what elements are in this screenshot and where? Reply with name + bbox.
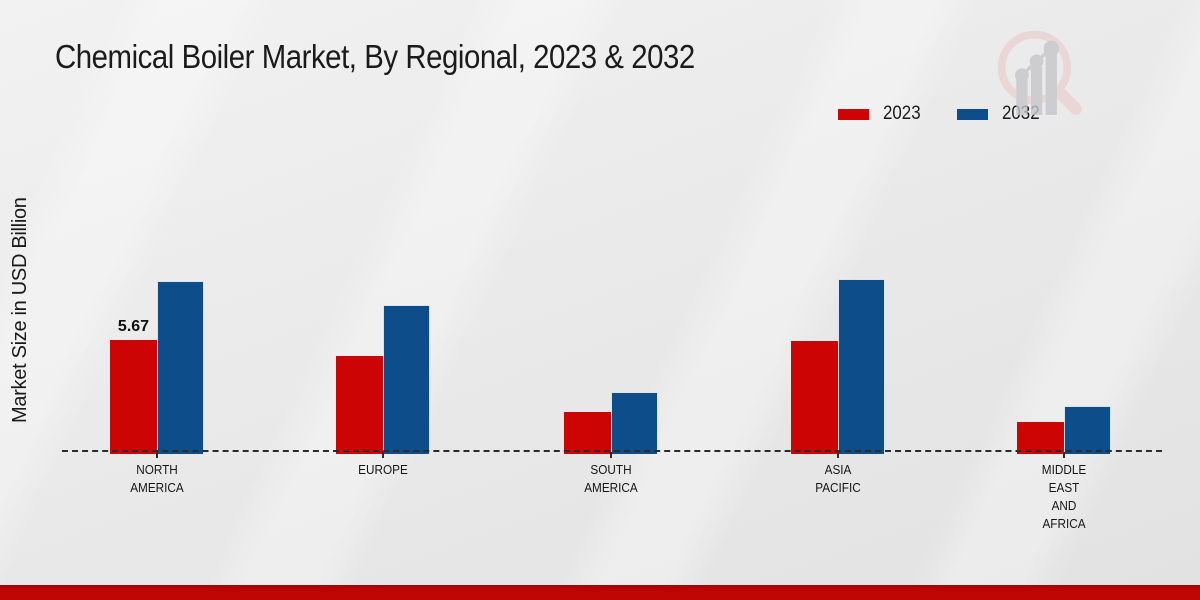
logo-trend-line [1020,47,1053,77]
legend-item-2023: 2023 [838,103,925,125]
bar-2023-asia-pacific [791,341,838,454]
x-axis-label-middle-east-and-africa: MIDDLE EAST AND AFRICA [1041,463,1087,531]
x-axis-label-south-america: SOUTH AMERICA [584,463,638,495]
x-axis-tick-middle-east-and-africa [1063,452,1065,458]
legend-swatch-2023 [838,108,869,120]
x-axis-label-north-america: NORTH AMERICA [130,463,184,495]
bar-2032-europe [383,305,430,454]
bar-2032-asia-pacific [838,279,885,454]
bar-2023-south-america [564,412,611,454]
chart-title-text: Chemical Boiler Market, By Regional, 202… [55,38,695,75]
bar-2023-north-america [110,340,157,454]
x-axis-label-europe: EUROPE [358,463,408,477]
x-axis-tick-asia-pacific [837,452,839,458]
x-axis-label-asia-pacific: ASIA PACIFIC [815,463,861,495]
magnifier-handle [1053,86,1082,115]
legend-swatch-2032 [957,108,988,120]
x-axis-baseline [62,450,1162,452]
chart-title: Chemical Boiler Market, By Regional, 202… [55,38,774,76]
legend-label-2023: 2023 [883,103,921,124]
bar-2023-europe [336,356,383,454]
bar-2023-middle-east-and-africa [1017,422,1064,454]
x-axis-tick-north-america [156,452,158,458]
x-axis-tick-europe [382,452,384,458]
bar-2032-south-america [611,392,658,454]
bar-2032-north-america [157,281,204,454]
bar-value-label: 5.67 [117,318,150,335]
bar-2032-middle-east-and-africa [1064,406,1111,454]
x-axis-tick-south-america [610,452,612,458]
magnifier-bar-chart-logo-icon [997,30,1082,115]
footer-accent-bar [0,585,1200,600]
